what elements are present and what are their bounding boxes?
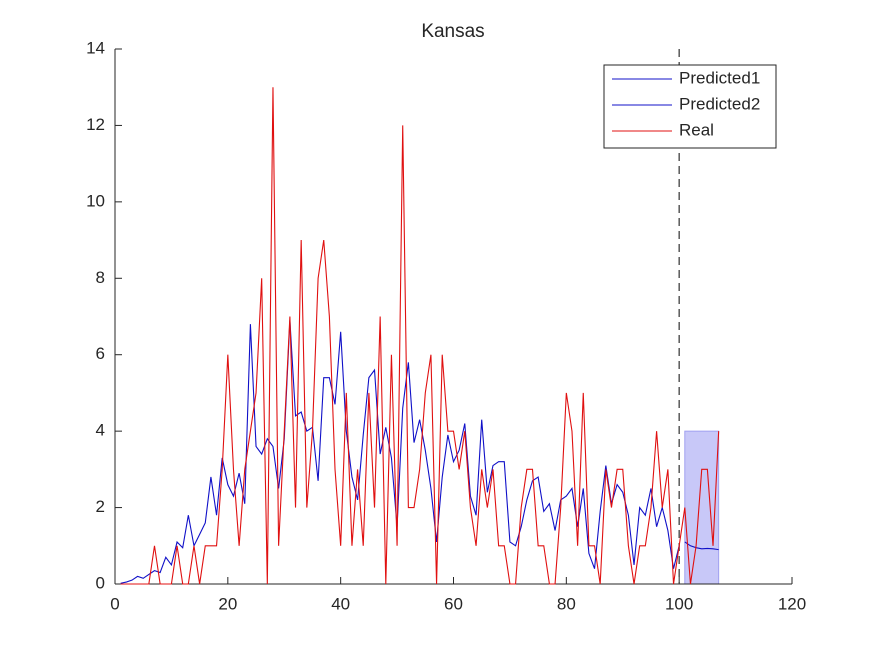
y-tick-label: 2	[96, 497, 105, 516]
legend-label: Predicted2	[679, 94, 760, 113]
x-tick-label: 100	[665, 594, 693, 613]
x-tick-label: 120	[778, 594, 806, 613]
series-line	[120, 320, 680, 584]
chart-title: Kansas	[421, 21, 484, 42]
x-tick-label: 20	[218, 594, 237, 613]
y-tick-label: 8	[96, 268, 105, 287]
x-tick-label: 80	[557, 594, 576, 613]
x-tick-label: 40	[331, 594, 350, 613]
y-tick-label: 12	[86, 115, 105, 134]
series-line	[684, 541, 719, 551]
y-tick-label: 10	[86, 191, 105, 210]
x-tick-label: 0	[110, 594, 119, 613]
y-tick-label: 4	[96, 421, 105, 440]
x-tick-label: 60	[444, 594, 463, 613]
legend-label: Real	[679, 120, 714, 139]
series-line	[120, 87, 720, 585]
legend-label: Predicted1	[679, 68, 760, 87]
shaded-region	[684, 430, 720, 585]
y-tick-label: 0	[96, 573, 105, 592]
y-tick-label: 6	[96, 344, 105, 363]
y-tick-label: 14	[86, 38, 105, 57]
